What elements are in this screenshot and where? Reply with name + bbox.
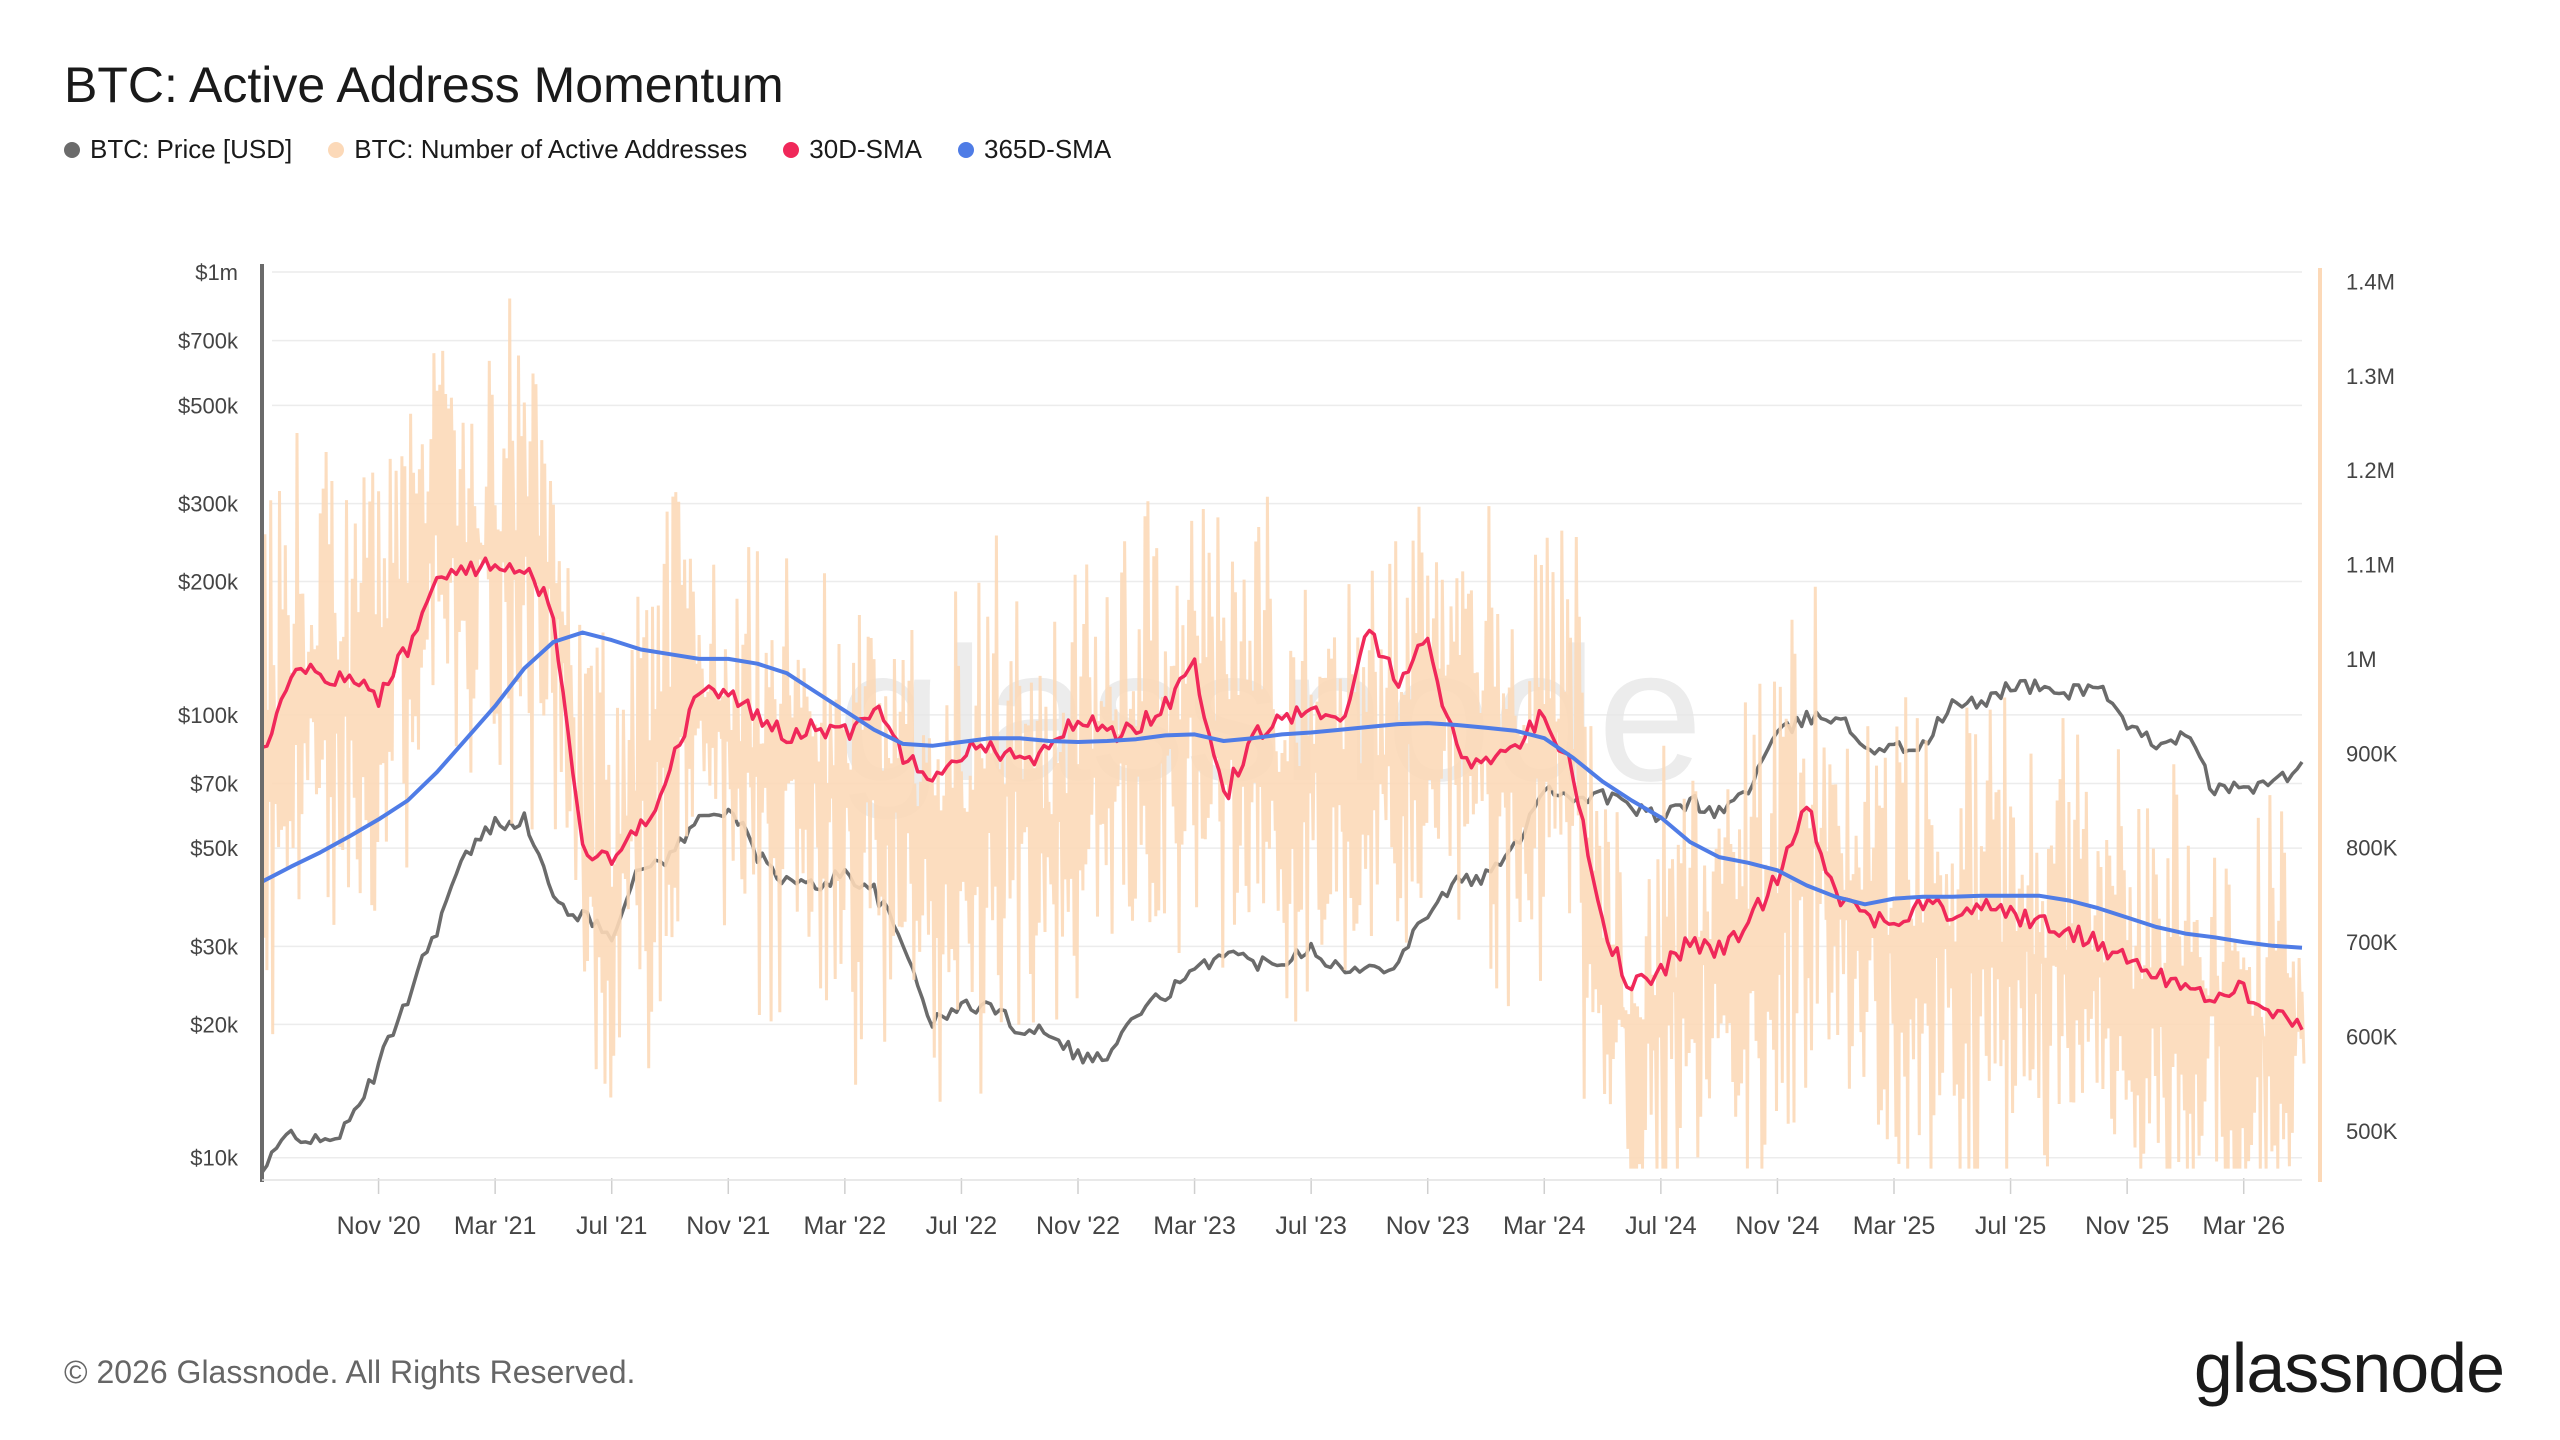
x-tick-label: Nov '22 bbox=[1036, 1212, 1120, 1240]
series-2 bbox=[261, 556, 2304, 1031]
legend-label-active-addresses: BTC: Number of Active Addresses bbox=[354, 134, 748, 164]
series-1 bbox=[260, 298, 2306, 1169]
x-tick-label: Nov '24 bbox=[1735, 1212, 1819, 1240]
legend-item-30d-sma[interactable]: 30D-SMA bbox=[783, 134, 922, 165]
y-right-tick-label: 600K bbox=[2346, 1024, 2398, 1049]
active-addresses-line[interactable] bbox=[260, 298, 2306, 1169]
y-right-tick-label: 1M bbox=[2346, 647, 2377, 672]
y-left-tick-label: $100k bbox=[178, 703, 239, 728]
legend-item-active-addresses[interactable]: BTC: Number of Active Addresses bbox=[328, 134, 747, 165]
chart-legend: BTC: Price [USD] BTC: Number of Active A… bbox=[64, 134, 1111, 165]
legend-label-price: BTC: Price [USD] bbox=[90, 134, 293, 164]
legend-dot-365d-sma-icon bbox=[958, 141, 974, 158]
y-right-tick-label: 800K bbox=[2346, 836, 2398, 861]
x-tick-label: Nov '25 bbox=[2085, 1212, 2169, 1240]
y-left-tick-label: $1m bbox=[195, 260, 238, 285]
x-tick-label: Nov '21 bbox=[686, 1212, 770, 1240]
axes-layer: $1m $700k $500k $300k $200k $100k $70k $50k $30k… bbox=[178, 260, 2398, 1240]
x-tick-label: Jul '25 bbox=[1975, 1212, 2046, 1240]
x-tick-label: Mar '26 bbox=[2202, 1212, 2285, 1240]
legend-item-365d-sma[interactable]: 365D-SMA bbox=[958, 134, 1111, 165]
y-right-tick-label: 1.4M bbox=[2346, 269, 2395, 294]
x-tick-label: Jul '22 bbox=[926, 1212, 997, 1240]
y-left-tick-label: $20k bbox=[190, 1012, 239, 1037]
chart-title: BTC: Active Address Momentum bbox=[64, 57, 784, 113]
sma-365d-line[interactable] bbox=[261, 630, 2303, 950]
y-left-tick-label: $30k bbox=[190, 934, 239, 959]
y-left-tick-label: $10k bbox=[190, 1146, 239, 1171]
y-right-tick-label: 1.2M bbox=[2346, 458, 2395, 483]
legend-dot-active-addresses-icon bbox=[328, 141, 345, 158]
y-right-tick-label: 1.3M bbox=[2346, 364, 2395, 389]
series-3 bbox=[261, 630, 2303, 950]
x-tick-label: Jul '24 bbox=[1625, 1212, 1697, 1240]
x-tick-label: Mar '21 bbox=[454, 1212, 537, 1240]
y-left-tick-label: $500k bbox=[178, 393, 239, 418]
copyright-text: © 2026 Glassnode. All Rights Reserved. bbox=[64, 1354, 636, 1390]
legend-label-30d-sma: 30D-SMA bbox=[809, 134, 922, 164]
y-right-tick-label: 1.1M bbox=[2346, 553, 2395, 578]
x-tick-label: Jul '23 bbox=[1275, 1212, 1346, 1240]
legend-label-365d-sma: 365D-SMA bbox=[984, 134, 1112, 164]
x-tick-label: Mar '25 bbox=[1853, 1212, 1936, 1240]
y-left-tick-label: $300k bbox=[178, 492, 239, 517]
sma-30d-line[interactable] bbox=[261, 556, 2304, 1031]
x-tick-label: Jul '21 bbox=[576, 1212, 647, 1240]
x-tick-label: Mar '23 bbox=[1153, 1212, 1236, 1240]
legend-dot-price-icon bbox=[64, 141, 80, 158]
legend-dot-30d-sma-icon bbox=[783, 141, 800, 158]
legend-item-price[interactable]: BTC: Price [USD] bbox=[64, 134, 292, 165]
x-tick-label: Nov '20 bbox=[337, 1212, 421, 1240]
y-left-tick-label: $50k bbox=[190, 836, 239, 861]
x-tick-label: Mar '24 bbox=[1503, 1212, 1586, 1240]
series-layer bbox=[260, 298, 2306, 1174]
y-left-tick-label: $200k bbox=[178, 570, 239, 595]
x-tick-label: Nov '23 bbox=[1386, 1212, 1470, 1240]
brand-logo[interactable]: glassnode bbox=[2193, 1329, 2505, 1407]
y-left-tick-label: $700k bbox=[178, 329, 239, 354]
x-tick-label: Mar '22 bbox=[804, 1212, 887, 1240]
y-right-tick-label: 900K bbox=[2346, 741, 2398, 766]
y-right-tick-label: 700K bbox=[2346, 930, 2398, 955]
y-right-tick-label: 500K bbox=[2346, 1119, 2398, 1144]
y-left-tick-label: $70k bbox=[190, 771, 239, 796]
